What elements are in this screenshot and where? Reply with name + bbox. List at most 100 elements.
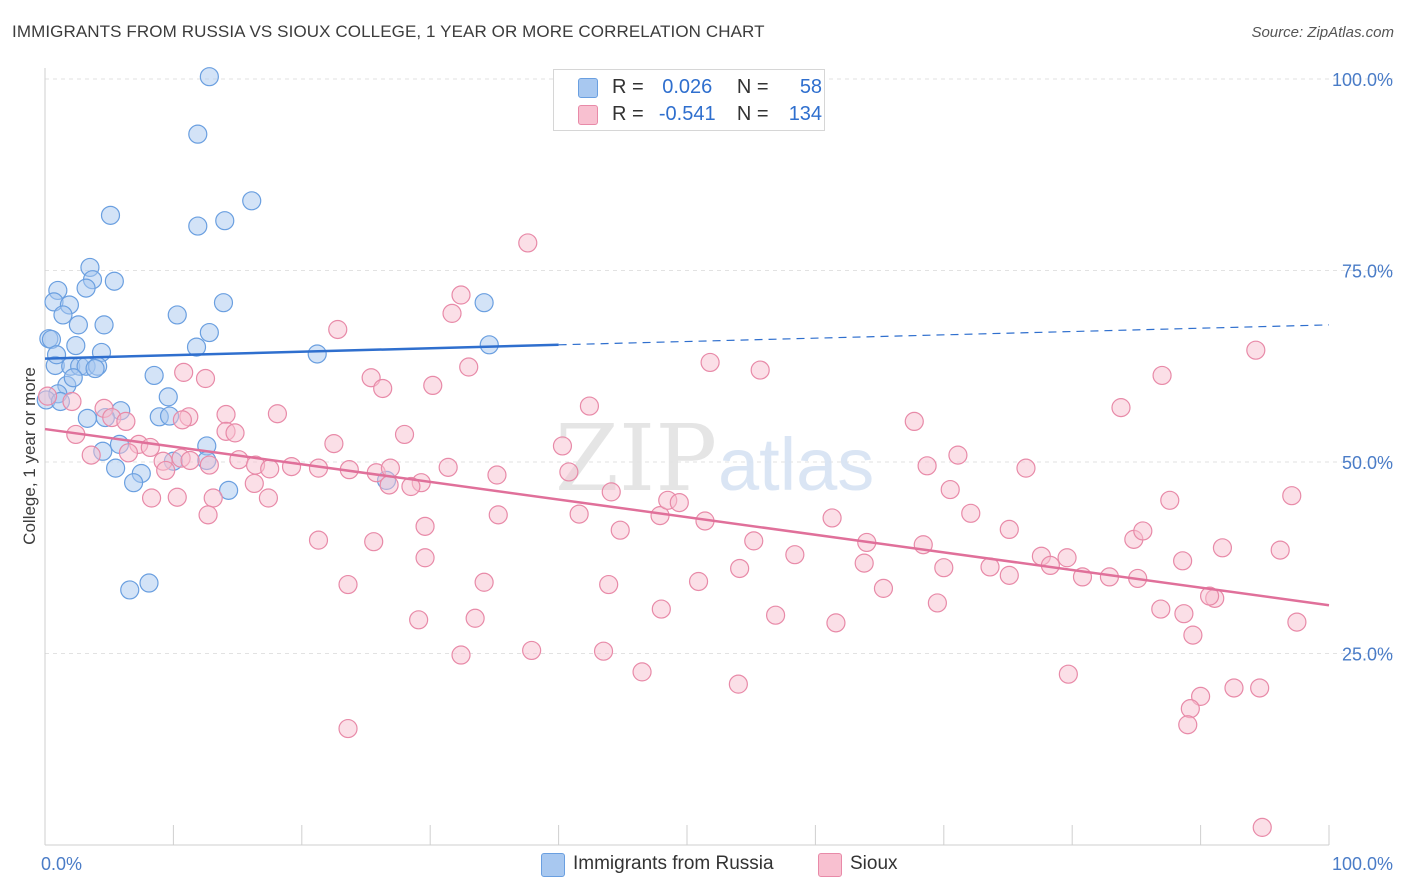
- data-point: [474, 293, 494, 313]
- data-point: [85, 358, 105, 379]
- data-point: [415, 548, 435, 568]
- data-point: [948, 445, 968, 465]
- data-point: [106, 458, 126, 478]
- data-point: [1270, 540, 1290, 560]
- data-point: [229, 450, 249, 470]
- axes: [44, 68, 1330, 846]
- legend-swatch-sioux: [578, 105, 598, 125]
- data-point: [195, 368, 216, 389]
- data-point: [1250, 678, 1270, 698]
- data-point: [728, 674, 748, 694]
- data-point: [156, 460, 176, 481]
- legend-n-value-russia: 58: [799, 76, 823, 98]
- data-point: [53, 305, 73, 325]
- data-point: [328, 319, 348, 340]
- data-point: [610, 520, 630, 540]
- data-point: [219, 480, 239, 500]
- data-point: [1058, 664, 1078, 684]
- data-point: [451, 285, 471, 305]
- data-point: [1287, 612, 1307, 632]
- correlation-legend: R = 0.026 N = 58 R = -0.541 N = 134: [553, 69, 825, 131]
- data-point: [1174, 604, 1194, 624]
- data-point: [1282, 486, 1302, 506]
- series-sioux: [37, 233, 1307, 837]
- x-tick-label: 100.0%: [1332, 854, 1393, 874]
- data-point: [244, 473, 264, 494]
- data-point: [474, 572, 494, 592]
- y-tick-label: 75.0%: [1342, 262, 1393, 282]
- data-point: [1252, 817, 1272, 837]
- data-point: [785, 545, 805, 565]
- trend-line-sioux: [44, 427, 1330, 607]
- data-point: [765, 605, 786, 625]
- tick-labels: 25.0% 50.0% 75.0% 100.0% 0.0% 100.0%: [41, 70, 1393, 874]
- data-point: [569, 504, 589, 524]
- data-point: [216, 404, 236, 425]
- data-point: [409, 610, 429, 630]
- data-point: [934, 558, 954, 578]
- data-point: [81, 445, 101, 465]
- data-point: [999, 519, 1019, 540]
- bottom-legend-label-russia: Immigrants from Russia: [573, 853, 774, 874]
- data-point: [215, 211, 235, 231]
- data-point: [822, 508, 842, 528]
- data-point: [338, 718, 358, 739]
- data-point: [120, 580, 140, 600]
- data-point: [104, 271, 124, 291]
- data-point: [438, 457, 458, 477]
- data-point: [451, 645, 471, 665]
- data-point: [442, 303, 462, 323]
- y-tick-label: 25.0%: [1342, 645, 1393, 665]
- data-point: [37, 386, 58, 406]
- data-point: [1178, 715, 1198, 735]
- data-point: [415, 516, 435, 536]
- data-point: [552, 436, 573, 456]
- data-point: [593, 641, 614, 661]
- y-tick-label: 100.0%: [1332, 70, 1393, 90]
- data-point: [141, 488, 162, 508]
- data-point: [267, 404, 288, 424]
- data-point: [688, 571, 709, 592]
- data-point: [669, 492, 689, 513]
- data-point: [199, 322, 219, 343]
- data-point: [158, 387, 178, 407]
- data-point: [465, 608, 485, 628]
- data-point: [46, 345, 67, 365]
- data-point: [1160, 490, 1180, 510]
- data-point: [1212, 538, 1233, 558]
- data-point: [188, 216, 208, 236]
- data-point: [281, 456, 302, 477]
- data-point: [242, 191, 262, 211]
- data-point: [651, 599, 671, 619]
- data-point: [423, 375, 443, 395]
- data-point: [63, 368, 83, 388]
- bottom-legend-swatch-russia: [541, 853, 565, 877]
- data-point: [324, 434, 344, 454]
- watermark-atlas: atlas: [718, 423, 874, 506]
- data-point: [167, 487, 187, 507]
- data-point: [167, 305, 187, 325]
- data-point: [632, 662, 652, 682]
- data-point: [66, 335, 86, 356]
- data-point: [961, 503, 981, 523]
- data-point: [1016, 458, 1036, 478]
- legend-swatch-russia: [578, 78, 598, 98]
- data-point: [94, 315, 114, 335]
- data-point: [927, 593, 947, 613]
- data-point: [599, 574, 619, 595]
- data-point: [488, 505, 508, 525]
- data-point: [68, 315, 88, 335]
- data-point: [140, 437, 160, 458]
- data-point: [225, 423, 245, 443]
- data-point: [1199, 586, 1220, 606]
- watermark-zip: ZIP: [555, 405, 717, 512]
- legend-r-value-sioux: -0.541: [658, 103, 716, 125]
- legend-n-value-sioux: 134: [788, 103, 823, 125]
- data-point: [213, 293, 234, 313]
- data-point: [1190, 686, 1211, 706]
- data-point: [700, 352, 720, 373]
- data-points: [36, 67, 1307, 837]
- data-point: [559, 462, 579, 482]
- data-point: [1173, 551, 1193, 571]
